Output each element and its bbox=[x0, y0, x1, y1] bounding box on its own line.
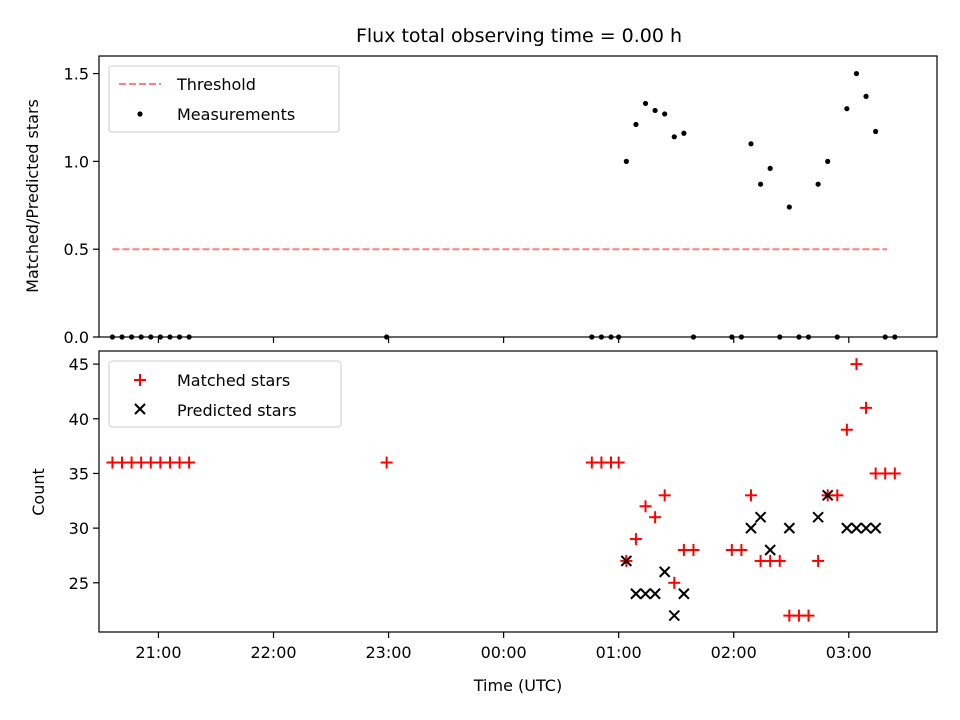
matched-star-point bbox=[840, 423, 853, 436]
predicted-star-point bbox=[850, 522, 863, 534]
y-tick-label: 35 bbox=[69, 464, 89, 483]
matched-star-point bbox=[612, 456, 625, 469]
x-tick-label: 01:00 bbox=[596, 643, 642, 662]
predicted-star-point bbox=[745, 522, 757, 534]
predicted-star-point bbox=[812, 511, 824, 523]
x-tick-label: 21:00 bbox=[135, 643, 181, 662]
matched-star-point bbox=[850, 358, 863, 371]
legend-predicted-label: Predicted stars bbox=[177, 401, 297, 420]
predicted-star-point bbox=[678, 588, 690, 600]
bottom-plot-frame bbox=[98, 350, 938, 633]
legend-threshold-label: Threshold bbox=[176, 75, 256, 94]
bottom-y-ticks: 25 30 35 40 45 bbox=[69, 355, 99, 593]
matched-star-point bbox=[687, 543, 700, 556]
matched-star-point bbox=[773, 554, 786, 567]
predicted-star-point bbox=[658, 566, 671, 578]
bottom-legend-box bbox=[108, 360, 342, 428]
top-x-ticks bbox=[157, 337, 850, 343]
measurement-point bbox=[786, 204, 792, 210]
matched-star-point bbox=[735, 543, 748, 556]
measurement-point bbox=[844, 106, 850, 112]
x-tick-label: 03:00 bbox=[826, 643, 872, 662]
y-tick-label: 0.0 bbox=[64, 328, 89, 347]
y-tick-label: 25 bbox=[69, 574, 89, 593]
measurement-point bbox=[662, 111, 668, 117]
predicted-star-point bbox=[821, 489, 834, 502]
predicted-star-point bbox=[668, 609, 680, 622]
predicted-star-point bbox=[754, 511, 767, 523]
measurement-point bbox=[652, 107, 658, 114]
y-tick-label: 40 bbox=[69, 410, 89, 429]
legend-predicted-swatch bbox=[134, 403, 146, 415]
y-tick-label: 1.0 bbox=[64, 152, 89, 171]
measurement-point bbox=[757, 181, 764, 187]
measurement-point bbox=[748, 141, 754, 147]
top-y-ticks: 0.0 0.5 1.0 1.5 bbox=[64, 65, 99, 347]
top-plot-frame bbox=[98, 55, 938, 338]
x-tick-label: 22:00 bbox=[250, 643, 296, 662]
predicted-star-point bbox=[869, 522, 882, 534]
matched-star-point bbox=[658, 489, 671, 502]
measurement-point bbox=[825, 158, 831, 164]
top-legend: Threshold Measurements bbox=[108, 65, 340, 133]
chart-title: Flux total observing time = 0.00 h bbox=[356, 25, 682, 47]
top-legend-box bbox=[108, 65, 340, 133]
matched-star-point bbox=[860, 401, 873, 414]
x-tick-label: 02:00 bbox=[711, 643, 757, 662]
bottom-y-axis-label: Count bbox=[29, 468, 48, 516]
y-tick-label: 1.5 bbox=[64, 65, 89, 84]
legend-measurements-swatch bbox=[137, 111, 143, 117]
top-panel: 0.0 0.5 1.0 1.5 Matched/Predicted stars Thr… bbox=[23, 55, 938, 347]
x-tick-label: 00:00 bbox=[481, 643, 527, 662]
predicted-star-point bbox=[630, 588, 642, 600]
measurement-points bbox=[109, 70, 898, 340]
predicted-star-point bbox=[639, 588, 652, 600]
measurement-point bbox=[681, 130, 687, 136]
measurement-point bbox=[642, 100, 649, 107]
matched-star-point bbox=[183, 456, 196, 469]
x-tick-label: 23:00 bbox=[366, 643, 412, 662]
x-axis-label: Time (UTC) bbox=[473, 676, 562, 695]
matched-star-point bbox=[812, 554, 825, 567]
legend-matched-label: Matched stars bbox=[177, 371, 290, 390]
bottom-panel: 25 30 35 40 45 21:00 22:00 23:00 00:00 01:00 02:0… bbox=[29, 350, 938, 695]
top-y-axis-label: Matched/Predicted stars bbox=[23, 99, 42, 293]
matched-star-point bbox=[380, 456, 393, 469]
matched-star-point bbox=[668, 576, 681, 589]
bottom-x-ticks: 21:00 22:00 23:00 00:00 01:00 02:00 03:00 bbox=[135, 632, 872, 662]
predicted-star-point bbox=[783, 522, 796, 534]
measurement-point bbox=[873, 128, 879, 135]
predicted-star-point bbox=[764, 544, 776, 556]
predicted-star-point bbox=[649, 588, 661, 600]
legend-matched-swatch bbox=[134, 374, 146, 386]
measurement-point bbox=[767, 165, 773, 171]
bottom-legend: Matched stars Predicted stars bbox=[108, 360, 342, 428]
matched-star-point bbox=[744, 489, 757, 502]
measurement-point bbox=[623, 158, 629, 164]
y-tick-label: 45 bbox=[69, 355, 89, 374]
matched-star-point bbox=[831, 489, 844, 502]
matched-star-point bbox=[649, 511, 662, 524]
y-tick-label: 30 bbox=[69, 519, 89, 538]
matched-star-point bbox=[629, 533, 642, 546]
predicted-star-point bbox=[620, 555, 633, 567]
count-points bbox=[106, 358, 901, 622]
y-tick-label: 0.5 bbox=[64, 240, 89, 259]
predicted-star-point bbox=[860, 522, 872, 534]
measurement-point bbox=[853, 70, 860, 77]
measurement-point bbox=[671, 134, 677, 140]
predicted-star-point bbox=[841, 522, 853, 534]
measurement-point bbox=[815, 181, 821, 187]
measurement-point bbox=[633, 121, 639, 128]
measurement-point bbox=[863, 93, 869, 99]
matched-star-point bbox=[888, 467, 901, 480]
legend-measurements-label: Measurements bbox=[177, 105, 295, 124]
matched-star-point bbox=[802, 609, 815, 622]
matched-star-point bbox=[639, 500, 652, 513]
